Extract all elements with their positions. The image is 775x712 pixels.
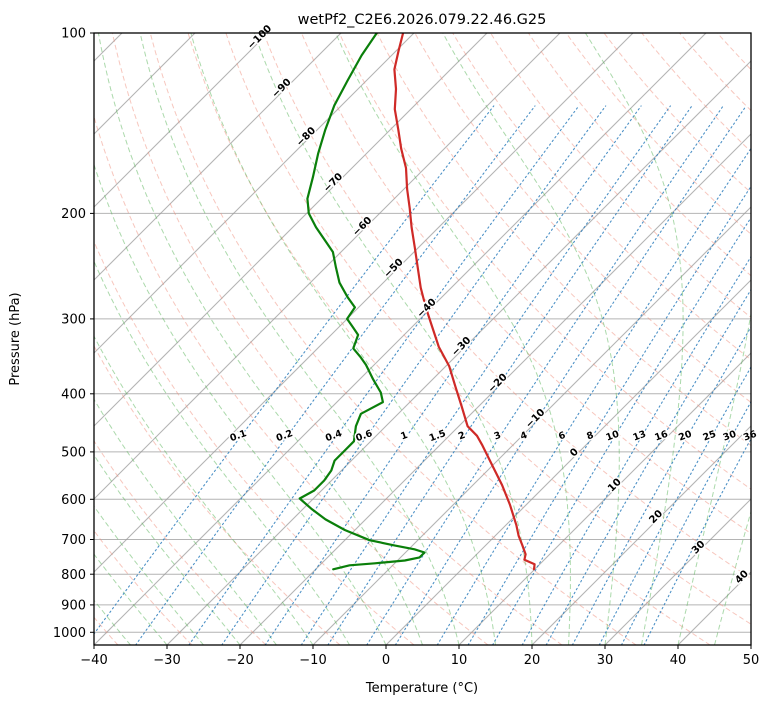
- pressure-tick-label: 500: [61, 445, 86, 460]
- temperature-tick-label: −40: [80, 653, 107, 668]
- temperature-tick-label: 50: [743, 653, 760, 668]
- pressure-tick-label: 800: [61, 568, 86, 583]
- temperature-tick-label: 10: [451, 653, 468, 668]
- temperature-tick-label: −30: [153, 653, 180, 668]
- pressure-tick-label: 700: [61, 533, 86, 548]
- pressure-tick-label: 600: [61, 493, 86, 508]
- pressure-tick-label: 1000: [53, 626, 86, 641]
- pressure-tick-label: 100: [61, 27, 86, 42]
- temperature-tick-label: 30: [597, 653, 614, 668]
- temperature-tick-label: 20: [524, 653, 541, 668]
- temperature-tick-label: −20: [226, 653, 253, 668]
- y-axis-label: Pressure (hPa): [8, 292, 23, 385]
- pressure-tick-label: 300: [61, 312, 86, 327]
- temperature-tick-label: 40: [670, 653, 687, 668]
- chart-title: wetPf2_C2E6.2026.079.22.46.G25: [298, 12, 547, 28]
- pressure-tick-label: 400: [61, 387, 86, 402]
- x-axis-label: Temperature (°C): [365, 681, 478, 696]
- pressure-tick-label: 200: [61, 207, 86, 222]
- pressure-tick-label: 900: [61, 598, 86, 613]
- temperature-tick-label: −10: [299, 653, 326, 668]
- temperature-tick-label: 0: [382, 653, 390, 668]
